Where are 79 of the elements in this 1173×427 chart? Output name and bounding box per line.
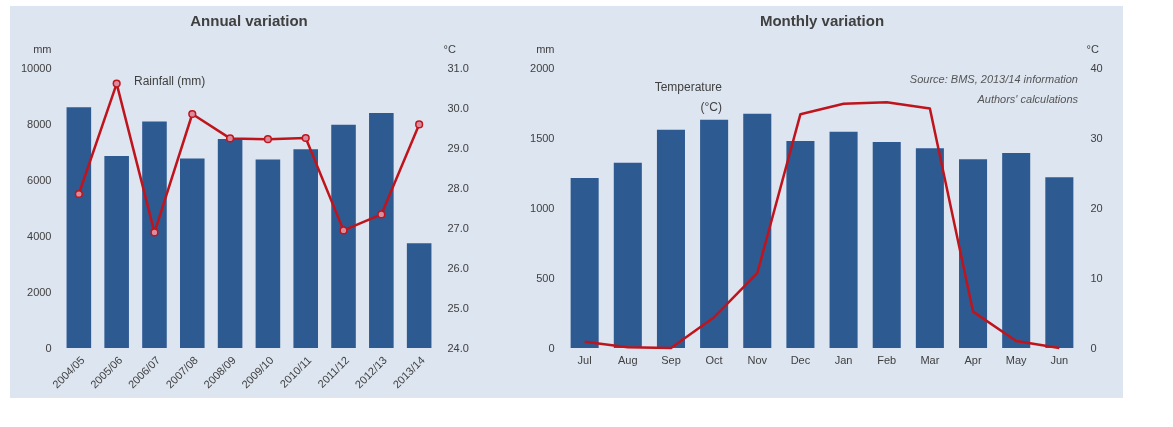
y2-tick-label: 28.0 <box>447 181 469 194</box>
y-tick-label: 2000 <box>27 285 52 298</box>
annotation: Authors' calculations <box>976 93 1079 105</box>
line-series <box>583 101 1061 350</box>
x-tick-label: Nov <box>747 353 768 366</box>
bar <box>570 178 599 348</box>
y2-tick-label: 26.0 <box>447 261 469 274</box>
y-tick-label: 4000 <box>27 229 52 242</box>
y-tick-label: 1000 <box>530 201 555 214</box>
point <box>74 189 83 199</box>
y2-tick-label: 29.0 <box>447 141 469 154</box>
bar <box>66 107 92 348</box>
point <box>112 79 121 88</box>
bar <box>743 113 772 348</box>
bar <box>656 129 685 348</box>
y-axis-title: mm <box>33 42 52 55</box>
bar <box>959 159 988 348</box>
bar <box>1045 177 1074 348</box>
bar <box>786 140 815 348</box>
bar <box>293 149 318 348</box>
annotation: Temperature (°C) <box>654 80 723 114</box>
bar <box>1002 153 1031 348</box>
y2-tick-label: 30 <box>1090 131 1103 144</box>
x-tick-label: Sep <box>661 353 681 366</box>
x-tick-label: Jun <box>1050 353 1069 366</box>
bar <box>217 139 243 348</box>
point <box>263 135 273 144</box>
x-tick-label: May <box>1005 353 1028 366</box>
point <box>225 134 235 143</box>
y2-tick-label: 0 <box>1090 341 1097 354</box>
point <box>415 120 424 129</box>
y-tick-label: 0 <box>45 341 52 354</box>
bar <box>180 158 205 348</box>
bar <box>104 155 129 348</box>
y2-tick-label: 31.0 <box>447 61 469 74</box>
bar <box>142 121 167 348</box>
y-tick-label: 0 <box>548 341 555 354</box>
y-tick-label: 2000 <box>530 61 555 74</box>
annotation: Source: BMS, 2013/14 information <box>909 73 1078 85</box>
bar <box>613 162 642 348</box>
y-tick-label: 8000 <box>27 117 52 130</box>
bar <box>369 113 394 348</box>
x-tick-label: Jul <box>577 353 592 366</box>
bar <box>829 131 858 348</box>
point <box>150 228 159 237</box>
annotation: Rainfall (mm) <box>134 74 206 88</box>
point <box>339 226 348 235</box>
y2-tick-label: 20 <box>1090 201 1103 214</box>
x-tick-label: Oct <box>705 353 723 366</box>
bar <box>255 159 281 348</box>
y2-tick-label: 24.0 <box>447 341 469 354</box>
y2-tick-label: 27.0 <box>447 221 469 234</box>
bar <box>406 243 432 348</box>
chart-title: Monthly variation <box>759 12 885 29</box>
x-tick-label: Apr <box>964 353 982 366</box>
y2-tick-label: 25.0 <box>447 301 469 314</box>
y-axis-title: mm <box>536 42 555 55</box>
x-tick-label: Jan <box>834 353 853 366</box>
bar <box>700 119 729 348</box>
y2-tick-label: 30.0 <box>447 101 469 114</box>
y-tick-label: 10000 <box>20 61 52 74</box>
x-tick-label: Feb <box>877 353 897 366</box>
point <box>188 109 197 119</box>
y-tick-label: 500 <box>536 271 555 284</box>
y2-axis-title: °C <box>1086 42 1099 55</box>
x-tick-label: Dec <box>790 353 811 366</box>
point <box>377 210 386 219</box>
bar <box>915 148 944 348</box>
y-tick-label: 1500 <box>530 131 555 144</box>
point <box>301 133 310 143</box>
y2-tick-label: 10 <box>1090 271 1103 284</box>
x-tick-label: Aug <box>618 353 638 366</box>
bar <box>872 142 901 348</box>
y2-tick-label: 40 <box>1090 61 1103 74</box>
bar <box>331 124 356 348</box>
y-tick-label: 6000 <box>27 173 52 186</box>
chart-title: Annual variation <box>190 12 308 29</box>
x-tick-label: Mar <box>920 353 940 366</box>
y2-axis-title: °C <box>443 42 456 55</box>
